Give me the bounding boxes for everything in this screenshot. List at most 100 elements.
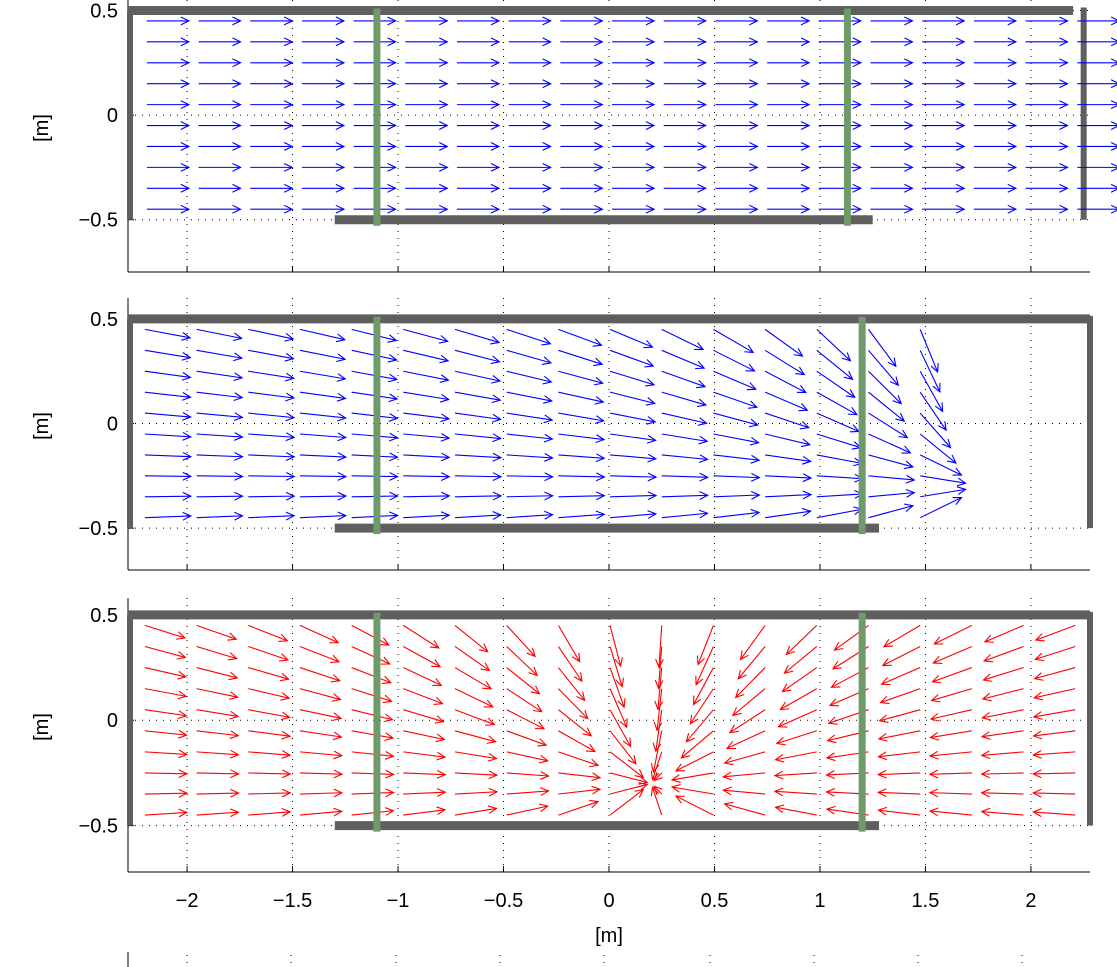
arrow-shaft xyxy=(878,809,921,816)
arrow-head xyxy=(280,711,291,721)
arrow-shaft xyxy=(558,328,602,346)
arrow-head xyxy=(229,730,240,740)
arrow xyxy=(405,16,449,26)
arrow-head xyxy=(180,183,191,193)
arrow-head xyxy=(680,749,691,759)
arrow-shaft xyxy=(661,512,708,519)
arrow xyxy=(456,79,501,89)
arrow-head xyxy=(387,204,397,214)
arrow-shaft xyxy=(661,370,706,388)
arrow xyxy=(609,788,645,816)
arrow-head xyxy=(180,37,191,47)
arrow xyxy=(610,491,658,501)
arrow-shaft xyxy=(1034,688,1076,699)
arrow-shaft xyxy=(868,349,899,386)
arrow-head xyxy=(234,491,244,501)
arrow-head xyxy=(695,675,704,686)
arrow xyxy=(922,79,966,89)
arrow-shaft xyxy=(299,730,342,738)
arrow-head xyxy=(332,712,343,722)
arrow-head xyxy=(336,353,347,363)
arrow xyxy=(715,16,759,26)
arrow xyxy=(250,183,294,193)
arrow-head xyxy=(1032,808,1042,817)
y-tick-label: −0.5 xyxy=(79,816,118,838)
arrow xyxy=(816,489,864,499)
arrow xyxy=(878,709,921,723)
arrow xyxy=(248,328,295,342)
arrow xyxy=(196,667,239,681)
arrow-head xyxy=(436,769,447,779)
arrow-head xyxy=(744,344,755,354)
arrow xyxy=(454,472,503,482)
arrow-head xyxy=(542,37,552,47)
arrow-head xyxy=(492,433,503,443)
arrow xyxy=(508,16,552,26)
arrow-head xyxy=(384,807,395,816)
arrow-shaft xyxy=(454,667,492,690)
arrow xyxy=(198,37,242,47)
arrow-shaft xyxy=(609,772,648,784)
arrow-head xyxy=(283,37,294,47)
arrow-shaft xyxy=(506,433,553,440)
arrow-head xyxy=(1110,79,1117,89)
arrow xyxy=(715,121,759,130)
arrow xyxy=(973,79,1018,89)
arrow-head xyxy=(928,788,939,798)
arrow xyxy=(818,100,863,110)
arrow xyxy=(1025,37,1069,47)
arrow-head xyxy=(830,679,841,688)
arrow-shaft xyxy=(661,475,708,478)
arrow-head xyxy=(440,413,451,423)
arrow xyxy=(196,749,240,759)
arrow xyxy=(868,329,897,368)
arrow-shaft xyxy=(878,772,921,776)
arrow xyxy=(248,645,290,662)
arrow xyxy=(196,645,238,661)
arrow-head xyxy=(538,803,549,813)
arrow-shaft xyxy=(868,391,905,422)
arrow xyxy=(560,16,604,26)
arrow-shaft xyxy=(557,646,583,682)
arrow-head xyxy=(982,673,993,682)
arrow xyxy=(248,370,295,382)
arrow xyxy=(715,79,759,89)
arrow-head xyxy=(1007,183,1018,193)
arrow-shaft xyxy=(774,790,817,795)
arrow-head xyxy=(877,806,888,816)
arrow-head xyxy=(852,79,863,89)
arrow xyxy=(351,688,393,704)
arrow-head xyxy=(429,640,440,649)
arrow-head xyxy=(387,183,397,193)
arrow xyxy=(250,37,294,47)
arrow-shaft xyxy=(144,709,187,717)
arrow-head xyxy=(492,491,503,501)
arrow-head xyxy=(337,491,348,501)
arrow-shaft xyxy=(299,751,342,757)
arrow xyxy=(248,688,291,701)
arrow-head xyxy=(438,121,449,130)
arrow xyxy=(454,787,499,797)
arrow-shaft xyxy=(661,391,707,406)
arrow-shaft xyxy=(713,454,760,461)
arrow xyxy=(508,142,552,151)
arrow-head xyxy=(852,204,863,214)
arrow-head xyxy=(540,787,550,796)
arrow-head xyxy=(952,496,963,505)
arrow xyxy=(454,624,489,653)
arrow-head xyxy=(593,376,604,386)
arrow-head xyxy=(749,79,759,89)
arrow-shaft xyxy=(299,688,341,701)
arrow-shaft xyxy=(724,751,766,764)
arrow xyxy=(653,785,663,795)
arrow-head xyxy=(796,385,807,394)
arrow-shaft xyxy=(784,646,818,674)
arrow xyxy=(663,162,708,172)
arrow xyxy=(870,162,914,172)
arrow xyxy=(405,162,449,172)
arrow-head xyxy=(440,511,451,521)
arrow xyxy=(818,79,863,89)
arrow xyxy=(696,625,714,666)
arrow-head xyxy=(749,121,759,130)
arrow-head xyxy=(1059,142,1069,151)
